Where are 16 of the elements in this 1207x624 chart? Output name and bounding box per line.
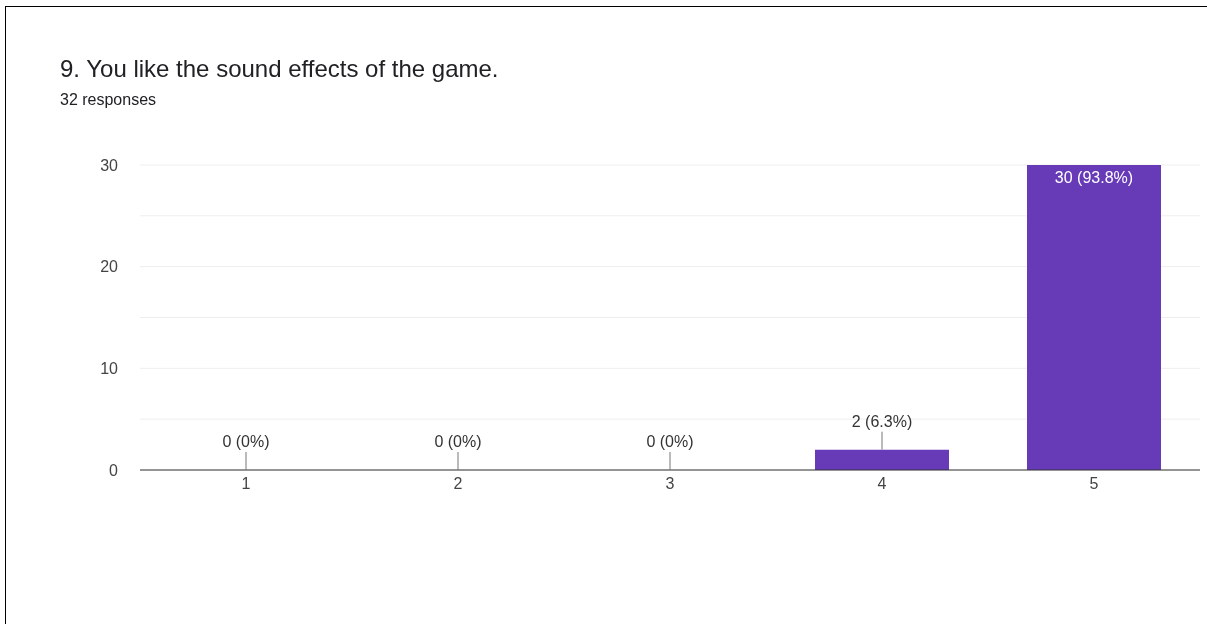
y-tick-label: 0 bbox=[109, 461, 119, 479]
x-tick-label: 4 bbox=[877, 475, 887, 493]
data-label: 0 (0%) bbox=[222, 433, 270, 450]
data-label: 30 (93.8%) bbox=[1054, 169, 1134, 186]
data-label: 0 (0%) bbox=[434, 433, 482, 450]
y-tick-label: 30 bbox=[100, 156, 119, 174]
x-tick-label: 5 bbox=[1089, 475, 1099, 493]
y-tick-label: 20 bbox=[100, 258, 119, 276]
data-label: 2 (6.3%) bbox=[851, 412, 913, 430]
chart-title: 9. You like the sound effects of the game. bbox=[60, 55, 499, 83]
chart-subtitle: 32 responses bbox=[60, 91, 157, 109]
x-tick-label: 1 bbox=[241, 475, 251, 493]
x-tick-label: 3 bbox=[665, 475, 675, 493]
y-tick-label: 10 bbox=[100, 360, 119, 378]
x-tick-label: 2 bbox=[453, 475, 463, 493]
data-label: 0 (0%) bbox=[646, 433, 694, 450]
